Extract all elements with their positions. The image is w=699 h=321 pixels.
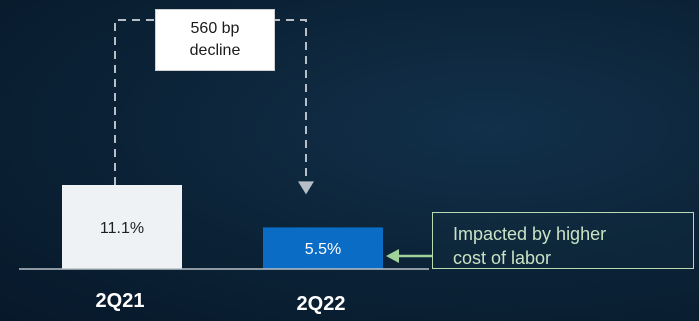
category-label-2q22: 2Q22 [297,293,346,315]
decline-callout-text: 560 bp decline [189,20,241,59]
note-arrowhead [386,249,399,263]
value-label-2q21: 11.1% [100,220,144,237]
labor-cost-note-text: Impacted by higher cost of labor [453,224,607,268]
decline-connector [114,19,314,195]
bar-labels: 11.1% 2Q21 5.5% 2Q22 [96,220,346,315]
bar-group [62,185,383,269]
bar-2q21 [62,185,182,269]
note-arrow [386,249,432,263]
category-label-2q21: 2Q21 [96,290,145,312]
value-label-2q22: 5.5% [305,241,341,258]
bar-2q22 [263,227,383,269]
decline-connector-line [114,19,307,185]
decline-arrowhead [298,181,314,195]
decline-callout: 560 bp decline [155,9,275,71]
labor-cost-note: Impacted by higher cost of labor [432,212,694,269]
